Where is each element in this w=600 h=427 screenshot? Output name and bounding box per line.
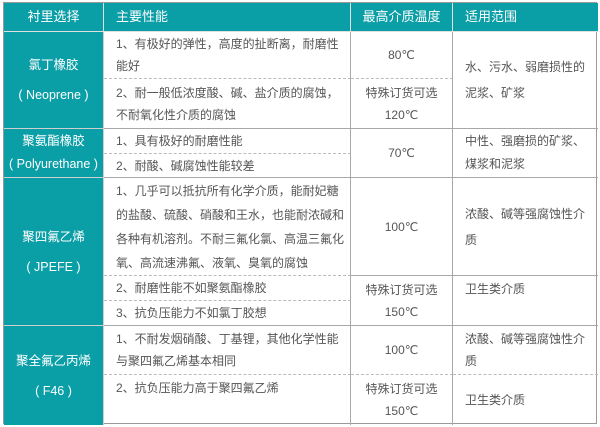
- temp-cell: 特殊订货可选 150℃: [351, 276, 453, 326]
- temp-cell: 特殊订货可选 150℃: [351, 375, 453, 425]
- property-cell: 2、耐磨性能不如聚氨酯橡胶: [104, 276, 351, 301]
- application-cell: 浓酸、碱等强腐蚀性介质: [453, 178, 598, 276]
- temp-note: 特殊订货可选: [365, 282, 438, 297]
- lining-code: ( F46 ): [35, 383, 72, 398]
- header-application: 适用范围: [453, 3, 598, 32]
- application-cell: 卫生类介质: [465, 393, 526, 407]
- temp-cell: 100℃: [351, 178, 453, 276]
- property-cell: 1、不耐发烟硝酸、丁基锂，其他化学性能与聚四氟乙烯基本相同: [104, 326, 351, 375]
- lining-name-cell: 氯丁橡胶 ( Neoprene ): [4, 32, 104, 129]
- property-cell: 2、耐酸、碱腐蚀性能较差: [104, 154, 351, 178]
- temp-cell: 80℃: [351, 32, 453, 79]
- property-cell: 1、具有极好的耐磨性能: [104, 129, 351, 154]
- lining-code: ( JPEFE ): [26, 259, 81, 274]
- lining-selection-table: 衬里选择 主要性能 最高介质温度 适用范围 氯丁橡胶 ( Neoprene ) 1…: [3, 2, 598, 425]
- temp-note: 特殊订货可选: [365, 85, 438, 100]
- lining-name: 氯丁橡胶: [28, 58, 79, 72]
- temp-value: 120℃: [384, 107, 419, 122]
- application-cell: 水、污水、弱磨损性的泥浆、矿浆: [453, 32, 598, 129]
- header-max-temp: 最高介质温度: [351, 3, 453, 32]
- application-cell: 卫生类介质: [453, 276, 598, 326]
- property-cell: 2、抗负压能力高于聚四氟乙烯: [104, 375, 351, 425]
- temp-cell: 特殊订货可选 120℃: [351, 79, 453, 129]
- property-cell: 2、耐一般低浓度酸、碱、盐介质的腐蚀，不耐氧化性介质的腐蚀: [104, 79, 351, 129]
- temp-cell: 70℃: [351, 129, 453, 178]
- lining-name-cell: 聚四氟乙烯 ( JPEFE ): [4, 178, 104, 326]
- lining-name: 聚氨酯橡胶: [22, 134, 85, 148]
- application-cell: 中性、强磨损的矿浆、煤浆和泥浆: [453, 129, 598, 178]
- header-properties: 主要性能: [104, 3, 351, 32]
- temp-cell: 100℃: [351, 326, 453, 375]
- temp-note: 特殊订货可选: [365, 382, 438, 396]
- temp-value: 150℃: [384, 304, 419, 319]
- property-cell: 1、几乎可以抵抗所有化学介质，能耐妃糖的盐酸、硫酸、硝酸和王水，也能耐浓碱和各种…: [104, 178, 351, 276]
- temp-value: 150℃: [384, 404, 419, 418]
- header-lining: 衬里选择: [4, 3, 104, 32]
- lining-code: ( Polyurethane ): [9, 157, 98, 171]
- lining-name-cell: 聚全氟乙丙烯 ( F46 ): [4, 326, 104, 425]
- property-cell: 3、抗负压能力不如氯丁胶想: [104, 301, 351, 326]
- application-cell: 浓酸、碱等强腐蚀性介质: [453, 326, 598, 375]
- lining-name: 聚全氟乙丙烯: [15, 353, 91, 368]
- lining-code: ( Neoprene ): [18, 88, 89, 102]
- lining-name-cell: 聚氨酯橡胶 ( Polyurethane ): [4, 129, 104, 178]
- lining-name: 聚四氟乙烯: [22, 229, 85, 244]
- property-cell: 1、有极好的弹性，高度的扯断离，耐磨性能好: [104, 32, 351, 79]
